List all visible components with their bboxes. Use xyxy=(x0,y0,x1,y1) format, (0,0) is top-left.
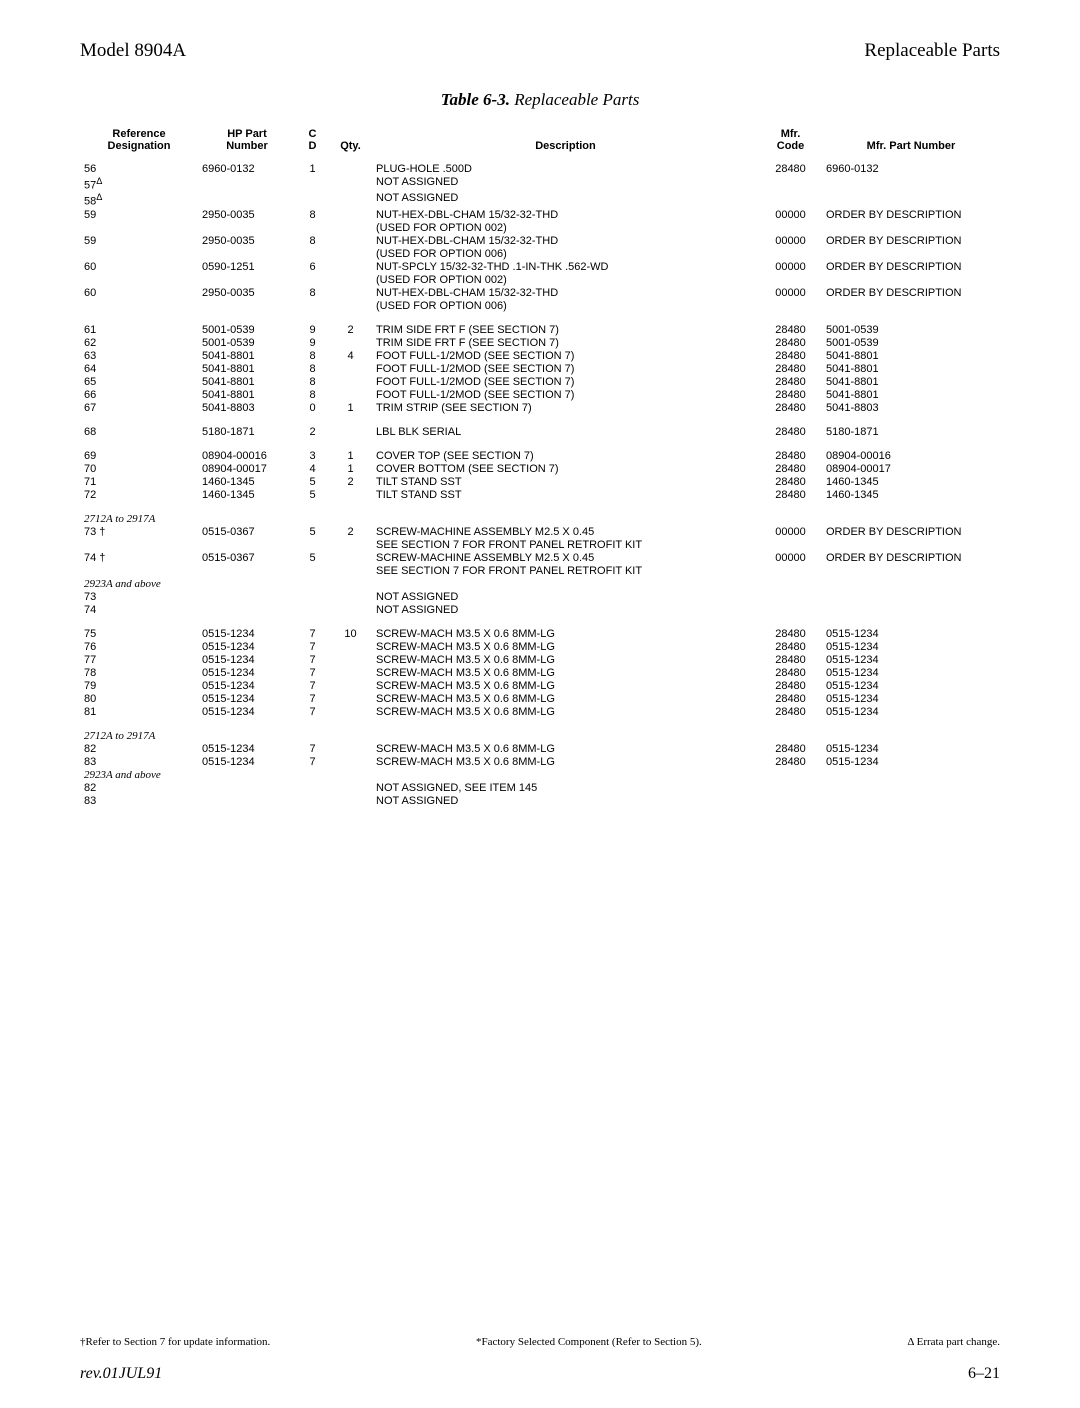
table-row: 600590-12516NUT-SPCLY 15/32-32-THD .1-IN… xyxy=(80,260,1000,273)
table-row xyxy=(80,438,1000,449)
table-row xyxy=(80,414,1000,425)
footnotes: †Refer to Section 7 for update informati… xyxy=(80,1336,1000,1348)
table-title: Table 6-3. Replaceable Parts xyxy=(80,90,1000,110)
col-ref: Reference Designation xyxy=(80,124,198,162)
table-row: 790515-12347SCREW-MACH M3.5 X 0.6 8MM-LG… xyxy=(80,679,1000,692)
table-row: 592950-00358NUT-HEX-DBL-CHAM 15/32-32-TH… xyxy=(80,208,1000,221)
table-row: 57ΔNOT ASSIGNED xyxy=(80,175,1000,192)
table-row: 74 †0515-03675SCREW-MACHINE ASSEMBLY M2.… xyxy=(80,551,1000,564)
table-row: 2712A to 2917A xyxy=(80,729,1000,742)
table-row: 58ΔNOT ASSIGNED xyxy=(80,192,1000,209)
table-row: (USED FOR OPTION 006) xyxy=(80,299,1000,312)
footer-rev: rev.01JUL91 xyxy=(80,1365,162,1383)
table-row: 810515-12347SCREW-MACH M3.5 X 0.6 8MM-LG… xyxy=(80,705,1000,718)
table-row: 655041-88018FOOT FULL-1/2MOD (SEE SECTIO… xyxy=(80,375,1000,388)
table-row: SEE SECTION 7 FOR FRONT PANEL RETROFIT K… xyxy=(80,564,1000,577)
table-row: 625001-05399TRIM SIDE FRT F (SEE SECTION… xyxy=(80,336,1000,349)
footnote-left: †Refer to Section 7 for update informati… xyxy=(80,1336,270,1348)
table-row: 73 †0515-036752SCREW-MACHINE ASSEMBLY M2… xyxy=(80,525,1000,538)
table-row: 73NOT ASSIGNED xyxy=(80,590,1000,603)
table-row xyxy=(80,718,1000,729)
footer-page: 6–21 xyxy=(968,1365,1000,1383)
table-row: 7008904-0001741COVER BOTTOM (SEE SECTION… xyxy=(80,462,1000,475)
col-cd: C D xyxy=(296,124,329,162)
table-row: (USED FOR OPTION 006) xyxy=(80,247,1000,260)
table-row: 2712A to 2917A xyxy=(80,512,1000,525)
table-row: 800515-12347SCREW-MACH M3.5 X 0.6 8MM-LG… xyxy=(80,692,1000,705)
footnote-right: Δ Errata part change. xyxy=(907,1336,1000,1348)
table-row xyxy=(80,501,1000,512)
col-mfr: Mfr. Code xyxy=(759,124,822,162)
table-row: 711460-134552TILT STAND SST284801460-134… xyxy=(80,475,1000,488)
table-row: 760515-12347SCREW-MACH M3.5 X 0.6 8MM-LG… xyxy=(80,640,1000,653)
table-row: 830515-12347SCREW-MACH M3.5 X 0.6 8MM-LG… xyxy=(80,755,1000,768)
table-row: 750515-1234710SCREW-MACH M3.5 X 0.6 8MM-… xyxy=(80,627,1000,640)
table-row: 770515-12347SCREW-MACH M3.5 X 0.6 8MM-LG… xyxy=(80,653,1000,666)
col-qty: Qty. xyxy=(329,124,372,162)
table-row: 82NOT ASSIGNED, SEE ITEM 145 xyxy=(80,781,1000,794)
table-row: 615001-053992TRIM SIDE FRT F (SEE SECTIO… xyxy=(80,323,1000,336)
table-row: 675041-880301TRIM STRIP (SEE SECTION 7)2… xyxy=(80,401,1000,414)
table-row: 602950-00358NUT-HEX-DBL-CHAM 15/32-32-TH… xyxy=(80,286,1000,299)
header-right: Replaceable Parts xyxy=(864,40,1000,62)
table-row xyxy=(80,616,1000,627)
table-row: 2923A and above xyxy=(80,577,1000,590)
col-mpn: Mfr. Part Number xyxy=(822,124,1000,162)
table-row xyxy=(80,312,1000,323)
table-row: 780515-12347SCREW-MACH M3.5 X 0.6 8MM-LG… xyxy=(80,666,1000,679)
col-desc: Description xyxy=(372,124,759,162)
table-row: 83NOT ASSIGNED xyxy=(80,794,1000,807)
header-left: Model 8904A xyxy=(80,40,186,62)
table-row: 645041-88018FOOT FULL-1/2MOD (SEE SECTIO… xyxy=(80,362,1000,375)
table-row: 6908904-0001631COVER TOP (SEE SECTION 7)… xyxy=(80,449,1000,462)
table-row: 665041-88018FOOT FULL-1/2MOD (SEE SECTIO… xyxy=(80,388,1000,401)
table-row: SEE SECTION 7 FOR FRONT PANEL RETROFIT K… xyxy=(80,538,1000,551)
table-row: (USED FOR OPTION 002) xyxy=(80,273,1000,286)
table-row: 721460-13455TILT STAND SST284801460-1345 xyxy=(80,488,1000,501)
table-row: 685180-18712LBL BLK SERIAL284805180-1871 xyxy=(80,425,1000,438)
col-hp: HP Part Number xyxy=(198,124,296,162)
parts-table: Reference Designation HP Part Number C D… xyxy=(80,124,1000,807)
table-row: (USED FOR OPTION 002) xyxy=(80,221,1000,234)
table-row: 74NOT ASSIGNED xyxy=(80,603,1000,616)
table-row: 820515-12347SCREW-MACH M3.5 X 0.6 8MM-LG… xyxy=(80,742,1000,755)
table-row: 566960-01321PLUG-HOLE .500D284806960-013… xyxy=(80,162,1000,175)
table-row: 2923A and above xyxy=(80,768,1000,781)
footnote-center: *Factory Selected Component (Refer to Se… xyxy=(476,1336,702,1348)
table-row: 592950-00358NUT-HEX-DBL-CHAM 15/32-32-TH… xyxy=(80,234,1000,247)
table-row: 635041-880184FOOT FULL-1/2MOD (SEE SECTI… xyxy=(80,349,1000,362)
